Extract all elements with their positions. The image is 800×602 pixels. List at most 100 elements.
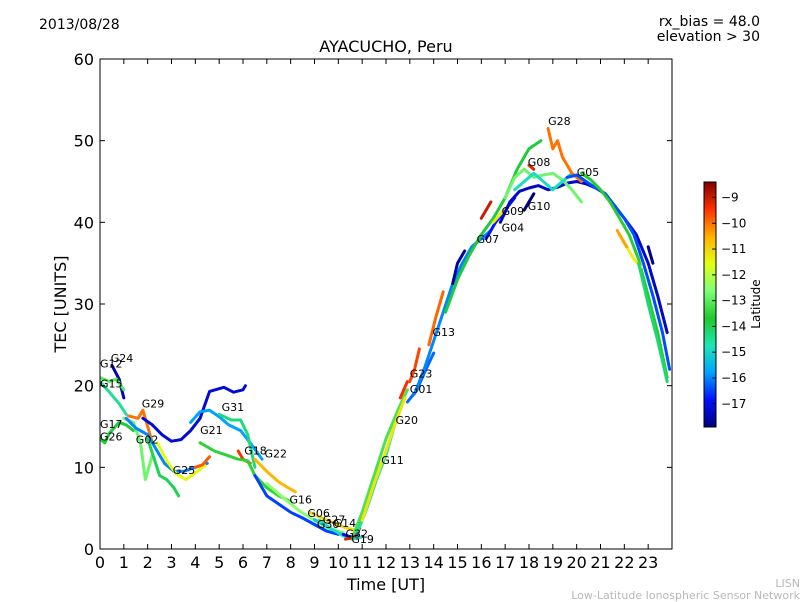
x-tick-label: 23 [638,553,658,572]
x-tick-label: 8 [286,553,296,572]
sat-label-g18: G18 [244,444,267,457]
colorbar-tick-label: −14 [721,319,746,333]
sat-label-g16: G16 [290,493,313,506]
y-tick-label: 40 [74,213,94,232]
series-g14 [317,518,364,541]
series-g27 [308,510,355,531]
x-tick-label: 11 [352,553,372,572]
sat-label-g13: G13 [433,326,456,339]
colorbar-tick-label: −9 [721,190,739,204]
series-g07 [444,139,543,314]
sat-label-g01: G01 [410,383,433,396]
x-tick-label: 7 [262,553,272,572]
sat-label-g12: G12 [100,358,123,371]
sat-label-g31: G31 [222,401,245,414]
x-tick-label: 4 [190,553,200,572]
y-axis-title: TEC [UNITS] [51,256,70,354]
y-tick-label: 30 [74,295,94,314]
series-g16 [253,474,340,536]
series-g08 [503,167,583,204]
series-g07b [451,249,467,286]
series-g08b [513,171,574,192]
x-tick-label: 1 [119,553,129,572]
series-g10b [522,192,536,212]
series-g02 [124,416,209,473]
sat-label-g24: G24 [111,352,134,365]
sat-label-g20: G20 [396,414,419,427]
sat-label-g06: G06 [307,507,330,520]
sat-label-g19: G19 [351,533,374,546]
x-tick-label: 2 [143,553,153,572]
series-g18 [217,412,257,469]
sat-label-g30: G30 [317,518,340,531]
series-g02b [141,384,247,443]
colorbar-tick-label: −16 [721,371,746,385]
sat-label-g04: G04 [502,221,525,234]
colorbar-tick-label: −17 [721,397,746,411]
x-axis: 0 1 2 3 4 5 6 7 8 9 10 11 12 13 14 15 16 17 18 19 20 21 22 23 [95,59,658,572]
x-tick-label: 9 [309,553,319,572]
x-tick-label: 19 [543,553,563,572]
x-tick-label: 12 [376,553,396,572]
series-g23 [408,347,421,384]
sat-label-g14: G14 [334,517,357,530]
sat-label-g10: G10 [528,200,551,213]
series-g13b [427,290,445,347]
colorbar-tick-label: −11 [721,242,746,256]
series-g21b [193,455,212,469]
x-tick-label: 15 [447,553,467,572]
y-tick-label: 10 [74,458,94,477]
colorbar-tick-label: −10 [721,216,746,230]
series-g05b [579,171,669,379]
sat-label-g21: G21 [200,424,223,437]
series-g05f [637,261,669,384]
y-tick-label: 20 [74,377,94,396]
sat-label-g25: G25 [173,464,196,477]
sat-label-g11: G11 [381,454,404,467]
sat-label-g28: G28 [548,115,571,128]
colorbar-tick-label: −13 [721,294,746,308]
series-g25 [146,437,181,498]
sat-label-g09: G09 [502,205,525,218]
series-g20b [360,396,407,522]
x-tick-label: 17 [495,553,515,572]
x-tick-label: 14 [423,553,443,572]
rx-bias-label: rx_bias = 48.0 [658,14,760,30]
series-g28b [527,163,536,171]
sat-label-g29: G29 [142,398,165,411]
x-tick-label: 22 [614,553,634,572]
chart-title: AYACUCHO, Peru [319,37,452,56]
colorbar [703,181,717,428]
series-g20c [398,380,409,400]
series-g22 [198,441,293,504]
x-tick-label: 3 [166,553,176,572]
sat-label-g08: G08 [528,156,551,169]
series-g09b [479,200,493,220]
series-g29 [127,408,154,445]
date-label: 2013/08/28 [39,17,120,33]
series-g21 [155,441,207,482]
y-tick-label: 60 [74,50,94,69]
series-g20 [351,388,409,539]
x-tick-label: 20 [566,553,586,572]
sat-label-g26: G26 [100,430,123,443]
elevation-label: elevation > 30 [656,29,760,45]
sat-label-g23: G23 [410,368,433,381]
series-layer [100,126,672,541]
footer-long: Low-Latitude Ionospheric Sensor Network [571,589,800,602]
y-tick-label: 0 [84,540,94,559]
sat-label-g27: G27 [323,514,346,527]
x-axis-title: Time [UT] [346,575,425,594]
sat-label-g32: G32 [346,528,369,541]
sat-label-g17: G17 [100,418,123,431]
series-g05 [565,173,672,371]
colorbar-tick-label: −12 [721,268,746,282]
series-g12 [100,380,128,416]
y-tick-label: 50 [74,132,94,151]
sat-label-g07: G07 [477,233,500,246]
x-tick-label: 10 [328,553,348,572]
x-tick-label: 18 [519,553,539,572]
series-g17 [100,420,135,445]
x-tick-label: 13 [400,553,420,572]
sat-label-g15: G15 [100,377,123,390]
